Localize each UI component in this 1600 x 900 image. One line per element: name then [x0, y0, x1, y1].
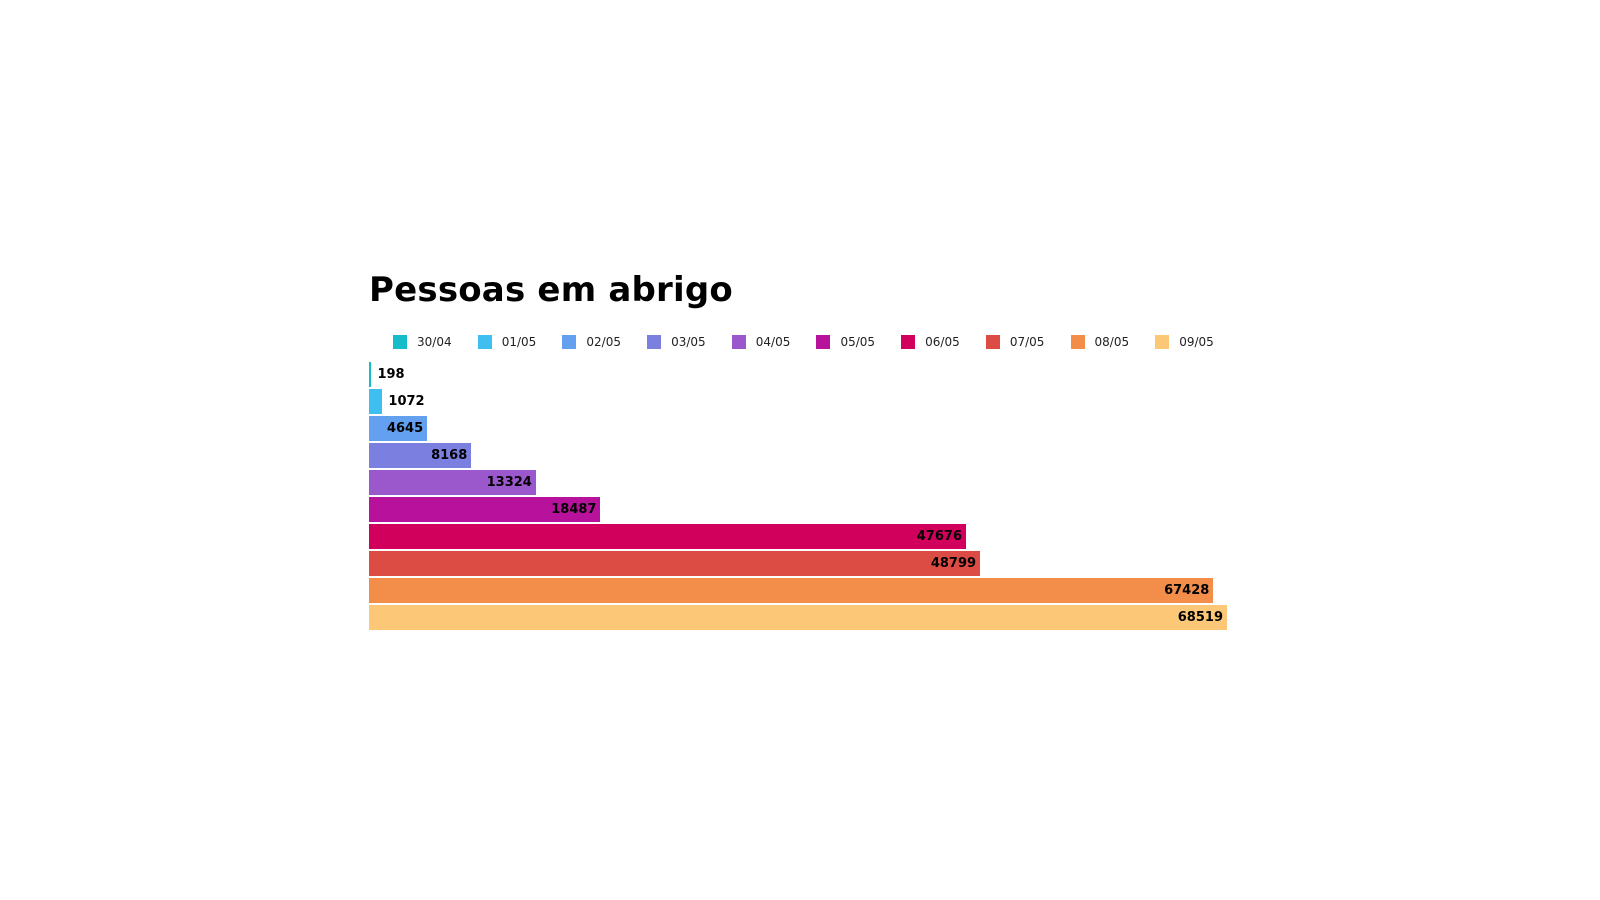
legend-item: 30/04	[393, 335, 478, 349]
legend-swatch	[816, 335, 831, 349]
legend-item: 08/05	[1070, 335, 1156, 349]
legend-label: 08/05	[1094, 335, 1130, 349]
legend-swatch	[985, 335, 1000, 349]
bar-03-05	[369, 443, 472, 468]
bar-02-05	[369, 416, 428, 441]
legend-swatch	[1070, 335, 1085, 349]
legend-item: 03/05	[647, 335, 732, 349]
chart-legend: 30/04 01/05 02/05 03/05 04/05 05/05 06/05 07/05…	[393, 332, 1240, 352]
bar-value-label: 4645	[386, 421, 424, 436]
bar-value-label: 48799	[930, 556, 977, 571]
legend-label: 30/04	[417, 335, 452, 349]
bar-value-label: 18487	[551, 502, 597, 517]
bar-07-05	[369, 551, 981, 576]
legend-item: 06/05	[901, 335, 986, 349]
legend-swatch	[731, 335, 746, 349]
bar-value-label: 198	[377, 367, 405, 382]
legend-swatch	[477, 335, 492, 349]
bar-value-label: 1072	[388, 394, 425, 409]
bar-value-label: 13324	[486, 475, 532, 490]
legend-label: 06/05	[925, 335, 960, 349]
plot-area: 198 1072 4645 8168 13324 18487 47676 48799 67428…	[369, 362, 1229, 632]
legend-swatch	[647, 335, 662, 349]
bar-30-04	[369, 362, 372, 387]
bar-05-05	[369, 497, 601, 522]
bar-value-label: 68519	[1177, 610, 1223, 625]
legend-swatch	[393, 335, 407, 349]
legend-swatch	[901, 335, 916, 349]
legend-item: 07/05	[985, 335, 1071, 349]
bar-09-05	[369, 605, 1227, 630]
legend-item: 04/05	[731, 335, 817, 349]
legend-label: 04/05	[755, 335, 791, 349]
legend-label: 07/05	[1009, 335, 1045, 349]
bar-value-label: 8168	[431, 448, 468, 463]
legend-label: 09/05	[1179, 335, 1214, 349]
bar-01-05	[369, 389, 383, 414]
legend-swatch	[1155, 335, 1170, 349]
bar-08-05	[369, 578, 1214, 603]
legend-item: 09/05	[1155, 335, 1240, 349]
bar-chart: Pessoas em abrigo 30/04 01/05 02/05 03/05 04…	[369, 268, 1229, 648]
legend-item: 02/05	[562, 335, 647, 349]
legend-label: 02/05	[586, 335, 621, 349]
bar-value-label: 47676	[916, 529, 962, 544]
bar-value-label: 67428	[1164, 583, 1210, 598]
legend-label: 01/05	[501, 335, 537, 349]
legend-swatch	[562, 335, 577, 349]
bar-04-05	[369, 470, 536, 495]
legend-label: 03/05	[671, 335, 706, 349]
legend-label: 05/05	[840, 335, 876, 349]
bar-06-05	[369, 524, 966, 549]
legend-item: 01/05	[477, 335, 563, 349]
legend-item: 05/05	[816, 335, 901, 349]
chart-title: Pessoas em abrigo	[369, 270, 733, 310]
